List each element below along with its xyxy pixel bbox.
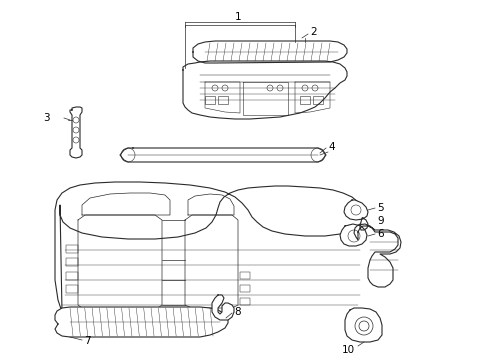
Text: 8: 8 [234,307,241,317]
Polygon shape [212,295,234,320]
Text: 10: 10 [342,345,355,355]
Text: 9: 9 [377,216,384,226]
Text: 2: 2 [310,27,317,37]
Text: 7: 7 [84,336,91,346]
Text: 5: 5 [377,203,384,213]
Bar [66,245,78,253]
Bar [218,96,228,104]
Text: 6: 6 [377,229,384,239]
Bar [66,285,78,293]
Polygon shape [345,308,382,342]
Polygon shape [55,182,363,312]
Polygon shape [340,224,367,246]
Bar [240,272,250,279]
Bar [66,272,78,280]
Text: 4: 4 [328,142,335,152]
Polygon shape [354,224,401,287]
Bar [240,298,250,305]
Polygon shape [344,200,368,220]
Polygon shape [360,218,368,230]
Polygon shape [193,41,347,63]
Bar [66,258,78,266]
Bar [300,96,310,104]
Text: 1: 1 [235,12,241,22]
Bar [240,285,250,292]
Polygon shape [70,107,82,158]
Polygon shape [183,61,347,119]
Text: 3: 3 [44,113,50,123]
Polygon shape [120,148,326,162]
Bar [205,96,215,104]
Bar [313,96,323,104]
Polygon shape [55,307,228,337]
